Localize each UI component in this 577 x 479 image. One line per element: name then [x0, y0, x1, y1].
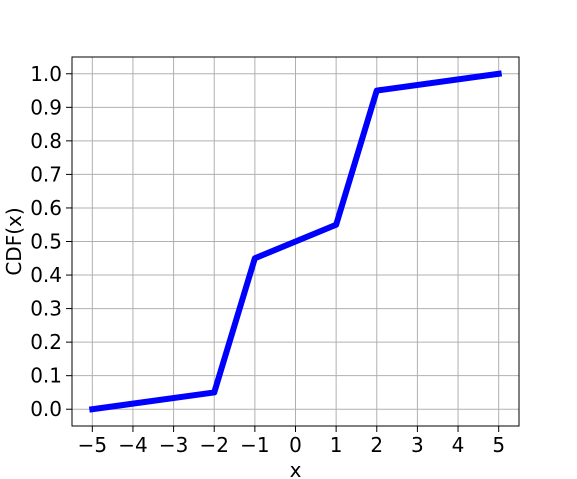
- x-tick-label: −5: [78, 433, 107, 457]
- y-tick-label: 0.2: [30, 330, 62, 354]
- y-tick-label: 0.3: [30, 297, 62, 321]
- x-tick-label: 2: [370, 433, 383, 457]
- y-tick-label: 0.8: [30, 129, 62, 153]
- y-tick-label: 0.0: [30, 397, 62, 421]
- x-tick-label: 4: [452, 433, 465, 457]
- y-tick-label: 0.9: [30, 95, 62, 119]
- grid-layer: [72, 57, 519, 426]
- y-tick-label: 0.6: [30, 196, 62, 220]
- x-axis-label: x: [290, 458, 302, 479]
- y-tick-label: 1.0: [30, 62, 62, 86]
- x-tick-label: 3: [411, 433, 424, 457]
- y-axis-label: CDF(x): [2, 207, 26, 275]
- y-tick-label: 0.1: [30, 364, 62, 388]
- x-tick-label: −1: [240, 433, 269, 457]
- x-tick-label: 0: [289, 433, 302, 457]
- y-tick-label: 0.7: [30, 162, 62, 186]
- y-tick-label: 0.5: [30, 230, 62, 254]
- x-tick-label: −4: [118, 433, 147, 457]
- x-tick-label: 5: [492, 433, 505, 457]
- x-tick-label: 1: [330, 433, 343, 457]
- series-layer: [88, 70, 503, 413]
- cdf-series-line: [88, 70, 503, 413]
- x-tick-label: −3: [159, 433, 188, 457]
- x-tick-label: −2: [199, 433, 228, 457]
- y-tick-label: 0.4: [30, 263, 62, 287]
- ticks-layer: −5 −4 −3 −2 −1 0 1 2 3 4 5 0.0 0.1 0.2 0.3 0.4 0.5 0.6 0.7…: [30, 62, 505, 457]
